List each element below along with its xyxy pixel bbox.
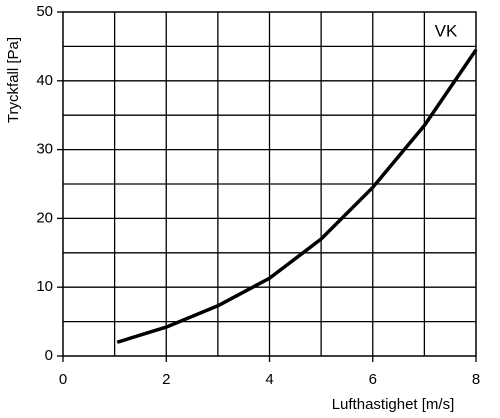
data-line xyxy=(116,48,478,344)
y-tick-label: 10 xyxy=(36,278,53,295)
x-tick-label: 2 xyxy=(162,371,170,388)
x-tick-label: 8 xyxy=(472,371,480,388)
y-tick-label: 30 xyxy=(36,141,53,158)
y-tick-label: 0 xyxy=(45,347,53,364)
x-axis-label: Lufthastighet [m/s] xyxy=(332,396,455,413)
x-tick-label: 4 xyxy=(265,371,273,388)
x-tick-label: 0 xyxy=(59,371,67,388)
annotation: VK xyxy=(435,21,458,40)
y-axis-label: Tryckfall [Pa] xyxy=(5,37,22,123)
y-tick-label: 40 xyxy=(36,72,53,89)
y-tick-label: 50 xyxy=(36,3,53,20)
x-tick-label: 6 xyxy=(369,371,377,388)
y-tick-label: 20 xyxy=(36,209,53,226)
